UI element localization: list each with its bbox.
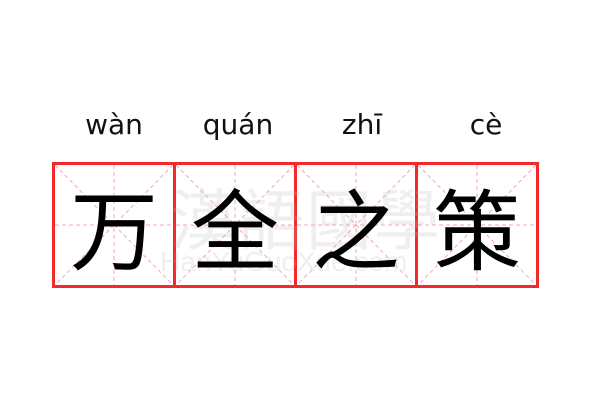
character-3: 之 bbox=[311, 180, 400, 284]
grid-guides bbox=[418, 165, 536, 285]
watermark-latin: HanYuGuoXue.com bbox=[160, 246, 408, 277]
grid-guides bbox=[176, 165, 294, 285]
pinyin-2: quán bbox=[202, 108, 274, 141]
grid-guides bbox=[297, 165, 415, 285]
grid-cell-3: 之 bbox=[294, 162, 418, 288]
grid-guides bbox=[55, 165, 173, 285]
character-4: 策 bbox=[432, 180, 521, 284]
pinyin-3: zhī bbox=[341, 108, 383, 141]
pinyin-1: wàn bbox=[85, 108, 143, 141]
character-grid: 万 全 之 策 bbox=[52, 162, 548, 288]
character-1: 万 bbox=[69, 180, 158, 284]
grid-cell-1: 万 bbox=[52, 162, 176, 288]
grid-cell-2: 全 bbox=[173, 162, 297, 288]
watermark-chinese: 漢語國學 bbox=[170, 183, 442, 260]
grid-cell-4: 策 bbox=[415, 162, 539, 288]
pinyin-4: cè bbox=[469, 108, 503, 141]
character-2: 全 bbox=[190, 180, 279, 284]
